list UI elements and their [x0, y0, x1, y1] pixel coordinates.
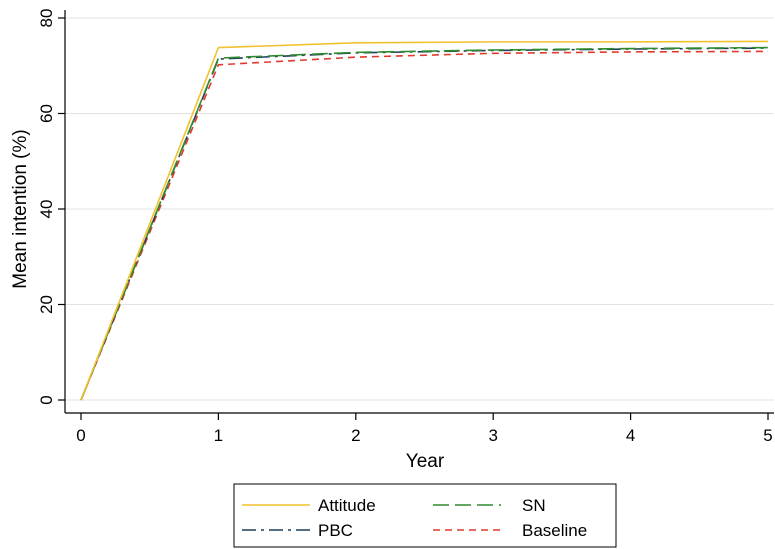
y-tick-label: 20: [37, 295, 56, 314]
x-tick-label: 4: [626, 426, 635, 445]
ticks: 0 20 40 60 80 0 1 2 3 4 5: [37, 9, 773, 445]
legend-box: [233, 483, 617, 548]
x-tick-label: 1: [214, 426, 223, 445]
legend: Attitude SN PBC Baseline: [233, 483, 617, 548]
x-tick-label: 2: [351, 426, 360, 445]
x-axis-title: Year: [406, 451, 445, 472]
gridlines: [65, 17, 774, 401]
legend-label-pbc: PBC: [318, 521, 353, 540]
legend-label-baseline: Baseline: [522, 521, 587, 540]
y-tick-label: 40: [37, 200, 56, 219]
y-axis-title: Mean intention (%): [10, 129, 31, 288]
legend-label-attitude: Attitude: [318, 496, 376, 515]
legend-label-sn: SN: [522, 496, 546, 515]
series-line-pbc: [80, 47, 769, 401]
x-tick-label: 3: [488, 426, 497, 445]
y-tick-label: 0: [37, 395, 56, 404]
series-line-baseline: [80, 50, 769, 401]
y-tick-label: 60: [37, 104, 56, 123]
x-tick-label: 5: [763, 426, 772, 445]
series-line-attitude: [80, 40, 769, 401]
series-lines: [80, 40, 769, 401]
axes: [64, 10, 774, 414]
y-tick-label: 80: [37, 9, 56, 28]
x-tick-label: 0: [76, 426, 85, 445]
series-line-sn: [80, 46, 769, 401]
